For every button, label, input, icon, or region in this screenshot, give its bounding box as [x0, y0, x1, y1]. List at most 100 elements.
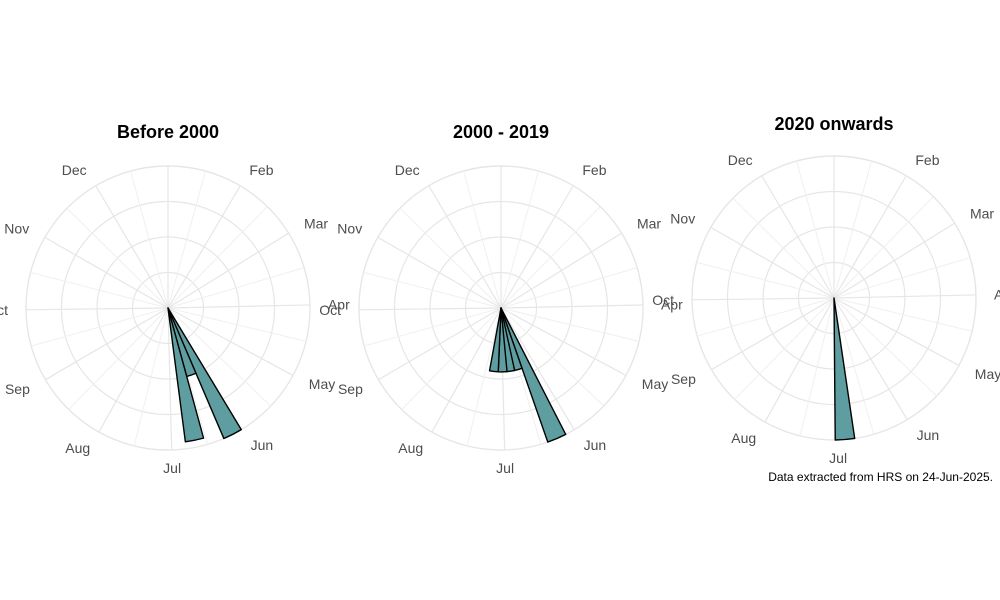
rose-panel-1: Before 2000 Dec Feb Mar Apr May Jun Jul Aug Sep Oc… [0, 122, 350, 476]
month-label-sep: Sep [671, 371, 696, 387]
grid-minor-spoke [68, 307, 169, 410]
month-labels: Dec Feb Mar Apr May Jun Jul Aug Sep Oct Nov [319, 162, 683, 476]
rose-bar [500, 307, 567, 443]
rose-bar [488, 307, 502, 373]
grid-minor-spoke [66, 207, 169, 309]
bars [488, 307, 567, 443]
month-label-dec: Dec [728, 152, 753, 168]
grid-spoke [711, 297, 835, 371]
grid-minor-spoke [500, 206, 601, 309]
grid-spoke [431, 307, 502, 433]
grid-minor-spoke [833, 297, 875, 435]
grid-minor-spoke [696, 261, 835, 299]
grid-spoke [428, 185, 502, 309]
grid-minor-spoke [364, 307, 502, 347]
grid-minor-spoke [734, 297, 835, 400]
month-labels: Dec Feb Mar Apr May Jun Jul Aug Sep Oct Nov [652, 152, 1000, 466]
grid-minor-spoke [732, 197, 835, 299]
grid-spoke [167, 185, 241, 309]
grid-minor-spoke [796, 160, 835, 299]
grid-spoke [833, 175, 907, 299]
grid-spoke [167, 307, 294, 376]
month-label-apr: Apr [328, 297, 350, 313]
grid-spoke [692, 297, 835, 301]
month-label-mar: Mar [970, 206, 994, 222]
grid-minor-spoke [130, 170, 169, 309]
rose-panel-3: 2020 onwards Dec Feb Mar Apr May Jun Jul Aug Sep O… [652, 114, 1000, 466]
grid-spoke [710, 226, 835, 299]
month-label-jul: Jul [829, 450, 847, 466]
month-label-sep: Sep [5, 381, 30, 397]
month-label-mar: Mar [304, 216, 328, 232]
grid-spoke [500, 307, 627, 376]
month-label-aug: Aug [398, 440, 423, 456]
data-source-caption: Data extracted from HRS on 24-Jun-2025. [768, 470, 993, 484]
grid-minor-spoke [833, 196, 934, 299]
grid-spoke [359, 307, 502, 311]
month-label-dec: Dec [395, 162, 420, 178]
month-label-nov: Nov [4, 220, 29, 236]
grid-spoke [500, 232, 622, 309]
grid-spoke [95, 185, 169, 309]
grid-spoke [45, 307, 169, 381]
grid-minor-spoke [401, 307, 502, 410]
month-label-jul: Jul [163, 460, 181, 476]
grid-minor-spoke [466, 307, 502, 447]
grid-minor-spoke [167, 307, 307, 342]
bars [833, 297, 856, 441]
grid-spoke [44, 236, 169, 309]
rose-bar [167, 307, 242, 440]
month-label-oct: Oct [652, 292, 674, 308]
grid-spoke [833, 297, 960, 366]
month-label-may: May [309, 376, 335, 392]
month-labels: Dec Feb Mar Apr May Jun Jul Aug Sep Oct Nov [0, 162, 350, 476]
rose-bar [167, 307, 205, 443]
grid-spoke [378, 307, 502, 381]
month-label-mar: Mar [637, 216, 661, 232]
month-label-apr: Apr [661, 297, 683, 313]
grid-spoke [764, 297, 835, 423]
grid-spoke [500, 304, 643, 309]
grid-minor-spoke [167, 170, 206, 309]
month-label-may: May [642, 376, 668, 392]
polar-grid [358, 165, 644, 451]
month-label-aug: Aug [65, 440, 90, 456]
grid-spoke [833, 297, 908, 420]
grid-spoke [500, 185, 574, 309]
rose-panel-2: 2000 - 2019 Dec Feb Mar Apr May Jun Jul Aug Sep Oc… [319, 122, 683, 476]
panel-title: Before 2000 [117, 122, 219, 142]
grid-minor-spoke [833, 297, 938, 397]
grid-spoke [167, 304, 310, 309]
month-label-oct: Oct [0, 302, 8, 318]
month-label-jun: Jun [917, 427, 940, 443]
month-label-jun: Jun [251, 437, 274, 453]
grid-minor-spoke [500, 267, 638, 309]
month-label-nov: Nov [670, 210, 695, 226]
grid-minor-spoke [167, 307, 272, 407]
grid-minor-spoke [833, 257, 971, 299]
rose-bar [833, 297, 856, 441]
panel-title: 2000 - 2019 [453, 122, 549, 142]
grid-minor-spoke [500, 170, 539, 309]
grid-minor-spoke [500, 307, 640, 342]
grid-spoke [98, 307, 169, 433]
grid-spoke [761, 175, 835, 299]
grid-minor-spoke [363, 271, 502, 309]
grid-minor-spoke [463, 170, 502, 309]
grid-spoke [167, 307, 173, 450]
grid-minor-spoke [133, 307, 169, 447]
month-label-sep: Sep [338, 381, 363, 397]
grid-spoke [26, 307, 169, 311]
grid-spoke [833, 222, 955, 299]
month-label-feb: Feb [915, 152, 939, 168]
month-label-feb: Feb [582, 162, 606, 178]
grid-minor-spoke [697, 297, 835, 337]
grid-minor-spoke [399, 207, 502, 309]
grid-minor-spoke [833, 160, 872, 299]
month-label-may: May [975, 366, 1000, 382]
grid-minor-spoke [799, 297, 835, 437]
grid-minor-spoke [167, 206, 268, 309]
month-label-jun: Jun [584, 437, 607, 453]
month-label-nov: Nov [337, 220, 362, 236]
